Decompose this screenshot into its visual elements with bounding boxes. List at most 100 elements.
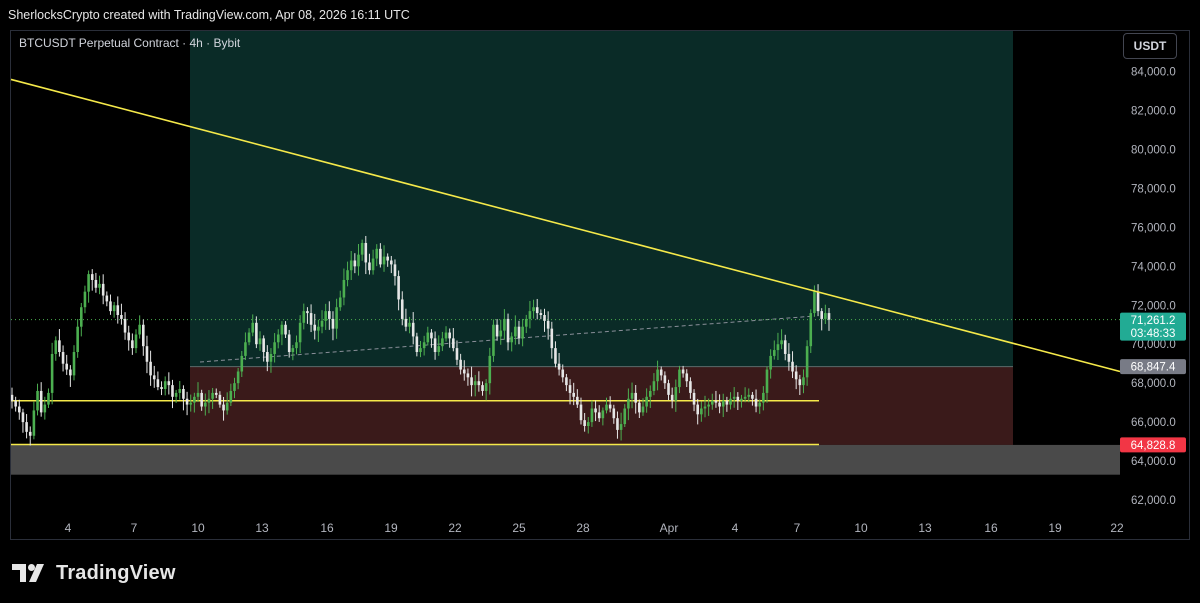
candle-body — [627, 398, 630, 409]
candle-body — [251, 322, 255, 333]
candle-body — [769, 355, 772, 370]
candle-body — [61, 352, 65, 364]
candle-body — [700, 408, 703, 415]
candle-body — [473, 381, 477, 386]
x-tick-label: 19 — [384, 521, 398, 535]
candle-body — [419, 348, 422, 353]
candle-body — [320, 320, 324, 327]
candle-body — [58, 340, 61, 353]
candle-body — [411, 322, 415, 337]
candle-body — [36, 390, 39, 411]
candle-body — [134, 334, 138, 349]
candle-body — [244, 342, 247, 356]
candle-body — [765, 369, 769, 393]
candle-body — [452, 338, 455, 349]
candle-body — [517, 326, 521, 339]
candle-body — [430, 332, 433, 339]
price-label-current: 71,261.2 — [1131, 315, 1176, 327]
candle-body — [127, 332, 131, 341]
candle-body — [258, 338, 262, 345]
price-label-red-bg — [1120, 437, 1186, 453]
candle-body — [561, 369, 565, 378]
candle-body — [335, 307, 338, 329]
x-tick-label: 22 — [1110, 521, 1124, 535]
candle-body — [422, 342, 426, 349]
candle-body — [101, 283, 105, 296]
candle-body — [400, 299, 404, 319]
symbol-info[interactable]: BTCUSDT Perpetual Contract · 4h · Bybit — [19, 36, 241, 50]
candle-body — [90, 274, 94, 280]
candle-body — [171, 385, 174, 397]
candle-body — [532, 307, 535, 312]
candle-body — [72, 352, 76, 376]
tradingview-logo-icon — [12, 564, 44, 582]
candle-body — [131, 340, 134, 349]
candle-body — [317, 326, 320, 331]
candle-body — [550, 328, 554, 349]
attribution-text: SherlocksCrypto created with TradingView… — [8, 8, 410, 22]
candle-body — [390, 260, 393, 265]
candle-body — [247, 332, 251, 343]
y-tick-label: 78,000.0 — [1131, 183, 1176, 195]
candle-body — [809, 313, 813, 347]
y-tick-label: 70,000.0 — [1131, 339, 1176, 351]
take-profit-zone — [190, 31, 1013, 367]
candle-body — [608, 404, 612, 409]
candle-body — [225, 402, 229, 411]
candle-body — [718, 402, 721, 407]
candle-body — [776, 344, 780, 351]
candle-body — [211, 392, 214, 399]
price-label-current-bg — [1120, 312, 1186, 341]
candle-body — [740, 398, 743, 401]
candles-group — [11, 235, 831, 446]
candle-body — [306, 311, 309, 314]
candle-body — [291, 348, 295, 353]
candle-body — [280, 324, 284, 335]
candle-body — [707, 404, 710, 407]
candle-body — [754, 398, 758, 407]
candle-body — [780, 340, 783, 345]
price-label-gray-bg — [1120, 359, 1186, 375]
candle-body — [714, 400, 718, 403]
x-tick-label: 22 — [448, 521, 462, 535]
y-tick-label: 68,000.0 — [1131, 378, 1176, 390]
candle-body — [112, 305, 116, 312]
y-tick-label: 72,000.0 — [1131, 300, 1176, 312]
candle-body — [25, 422, 28, 432]
y-tick-label: 84,000.0 — [1131, 67, 1176, 79]
candle-body — [138, 324, 141, 335]
candle-body — [802, 377, 805, 386]
candle-body — [481, 385, 484, 391]
candle-body — [597, 412, 601, 419]
candle-body — [444, 332, 448, 339]
y-tick-label: 80,000.0 — [1131, 145, 1176, 157]
candle-body — [455, 348, 459, 360]
candle-body — [17, 406, 21, 413]
candle-body — [287, 334, 291, 353]
candle-body — [386, 256, 389, 261]
candle-body — [433, 338, 437, 353]
y-tick-label: 62,000.0 — [1131, 495, 1176, 507]
candle-body — [94, 279, 98, 288]
x-tick-label: 13 — [918, 521, 932, 535]
candle-body — [152, 375, 156, 380]
candle-body — [546, 320, 550, 329]
candle-body — [503, 318, 506, 331]
candle-body — [703, 406, 707, 409]
x-tick-label: 4 — [732, 521, 739, 535]
candle-body — [368, 262, 371, 271]
candle-body — [342, 279, 346, 298]
x-tick-label: 13 — [255, 521, 269, 535]
candle-body — [284, 324, 287, 335]
candle-body — [619, 424, 623, 430]
candle-body — [783, 340, 787, 354]
x-tick-label: 10 — [191, 521, 205, 535]
candle-body — [32, 410, 36, 436]
candle-body — [178, 389, 182, 393]
attribution-bar: SherlocksCrypto created with TradingView… — [0, 0, 1200, 30]
candle-body — [721, 400, 725, 407]
currency-button[interactable]: USDT — [1123, 33, 1177, 59]
candle-body — [477, 381, 481, 386]
x-tick-label: Apr — [660, 521, 679, 535]
